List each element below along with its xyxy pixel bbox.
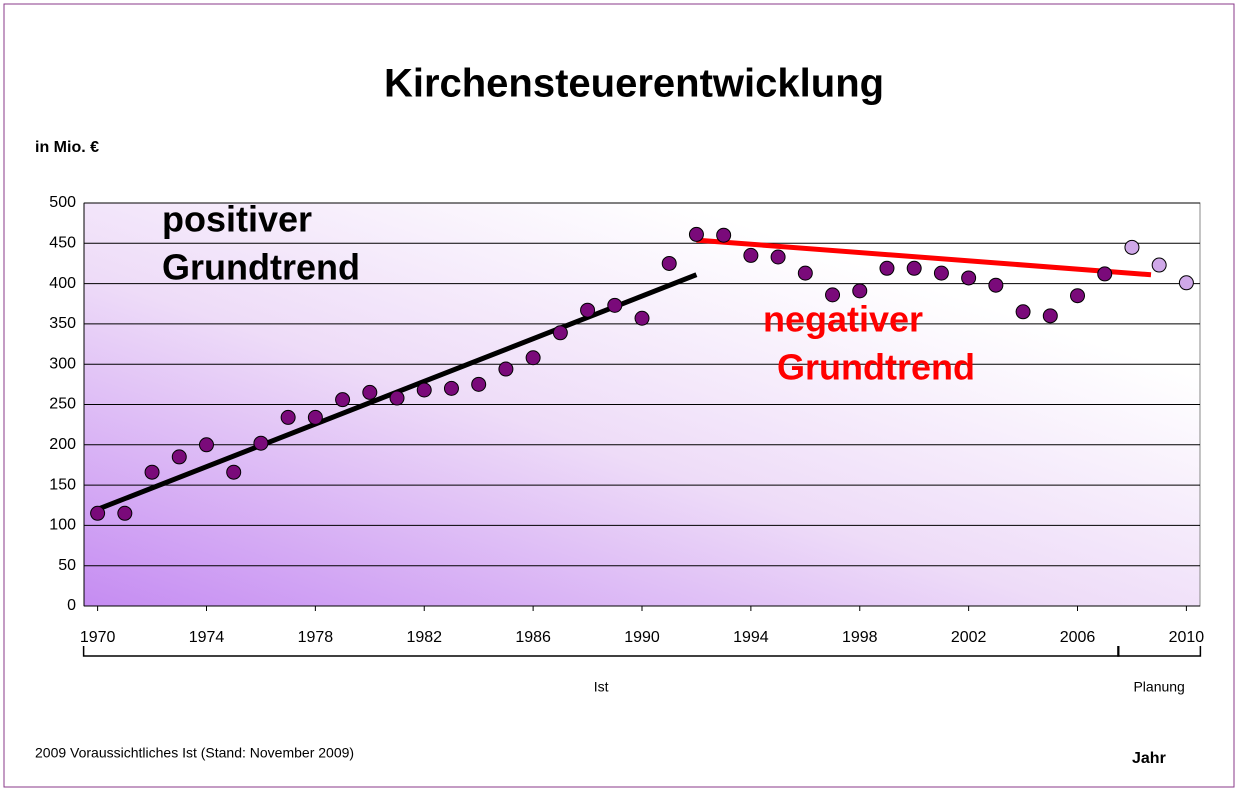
- x-tick-label: 1994: [733, 629, 769, 646]
- data-point: [1097, 266, 1113, 282]
- data-point: [443, 380, 459, 396]
- data-point: [852, 283, 868, 299]
- data-point: [825, 287, 841, 303]
- data-point: [879, 260, 895, 276]
- data-point: [90, 505, 106, 521]
- data-point: [335, 392, 351, 408]
- data-point: [1124, 239, 1140, 255]
- y-tick-label: 150: [49, 476, 76, 493]
- x-tick-label: 1998: [842, 629, 878, 646]
- data-point: [961, 270, 977, 286]
- data-point: [580, 302, 596, 318]
- data-point: [144, 464, 160, 480]
- y-tick-label: 0: [67, 597, 76, 614]
- x-tick-label: 1970: [80, 629, 116, 646]
- y-tick-label: 200: [49, 436, 76, 453]
- y-tick-label: 100: [49, 517, 76, 534]
- trend-label: negativer: [763, 299, 923, 340]
- data-point: [770, 249, 786, 265]
- data-point: [988, 277, 1004, 293]
- x-tick-label: 1978: [298, 629, 334, 646]
- x-tick-label: 1986: [515, 629, 551, 646]
- data-point: [634, 310, 650, 326]
- footnote: 2009 Voraussichtliches Ist (Stand: Novem…: [35, 745, 354, 761]
- data-point: [416, 382, 432, 398]
- data-point: [607, 297, 623, 313]
- data-point: [280, 409, 296, 425]
- y-tick-label: 400: [49, 275, 76, 292]
- y-tick-label: 300: [49, 355, 76, 372]
- y-axis-label: in Mio. €: [35, 139, 99, 156]
- y-tick-label: 350: [49, 315, 76, 332]
- data-point: [1015, 304, 1031, 320]
- data-point: [688, 226, 704, 242]
- data-point: [661, 255, 677, 271]
- trend-line: [696, 237, 1152, 278]
- data-point: [307, 409, 323, 425]
- trend-label: Grundtrend: [777, 347, 975, 388]
- data-point: [906, 260, 922, 276]
- data-point: [552, 325, 568, 341]
- data-point: [389, 390, 405, 406]
- data-point: [1042, 308, 1058, 324]
- data-point: [1178, 275, 1194, 291]
- y-tick-label: 250: [49, 396, 76, 413]
- y-tick-label: 450: [49, 235, 76, 252]
- trend-label: positiver: [162, 199, 312, 240]
- x-axis-label: Jahr: [1132, 750, 1166, 767]
- chart-title: Kirchensteuerentwicklung: [384, 62, 884, 106]
- data-point: [471, 376, 487, 392]
- data-point: [226, 464, 242, 480]
- x-tick-label: 2006: [1060, 629, 1096, 646]
- group-label: Planung: [1133, 679, 1184, 695]
- data-point: [117, 505, 133, 521]
- data-point: [743, 247, 759, 263]
- y-tick-label: 50: [58, 557, 76, 574]
- x-tick-label: 2010: [1169, 629, 1205, 646]
- data-point: [525, 350, 541, 366]
- data-point: [171, 449, 187, 465]
- data-point: [1151, 257, 1167, 273]
- group-bracket: [1117, 646, 1202, 657]
- data-point: [797, 265, 813, 281]
- data-point: [933, 265, 949, 281]
- data-point: [253, 435, 269, 451]
- data-point: [716, 227, 732, 243]
- x-tick-label: 1974: [189, 629, 225, 646]
- trend-label: Grundtrend: [162, 247, 360, 288]
- data-point: [1070, 288, 1086, 304]
- data-point: [198, 437, 214, 453]
- data-point: [362, 384, 378, 400]
- x-tick-label: 1982: [406, 629, 442, 646]
- y-tick-label: 500: [49, 194, 76, 211]
- group-label: Ist: [594, 679, 609, 695]
- data-point: [498, 361, 514, 377]
- group-bracket: [82, 646, 1120, 657]
- x-tick-label: 1990: [624, 629, 660, 646]
- x-tick-label: 2002: [951, 629, 987, 646]
